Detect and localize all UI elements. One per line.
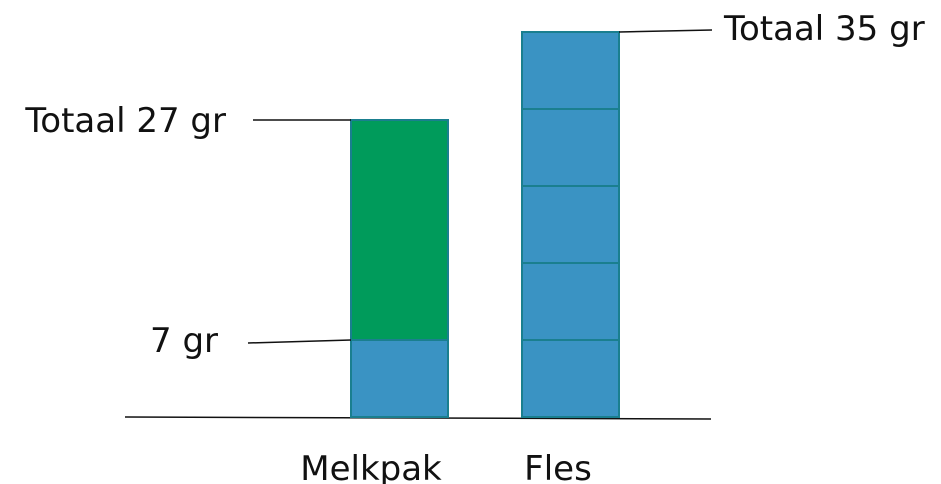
annotations-group: Totaal 27 gr 7 gr Totaal 35 gr — [24, 9, 924, 361]
bar-segment-fles-3 — [521, 185, 620, 264]
annotation-line-2 — [247, 339, 352, 344]
annotation-label-3: Totaal 35 gr — [723, 9, 925, 49]
bars-group — [350, 31, 620, 418]
annotation-line-3 — [618, 29, 713, 33]
bar-segment-melkpak-2 — [350, 119, 449, 341]
bar-segment-fles-1 — [521, 339, 620, 418]
category-label-melkpak: Melkpak — [300, 449, 442, 484]
bar-segment-fles-5 — [521, 31, 620, 110]
category-label-fles: Fles — [524, 449, 592, 484]
bar-segment-fles-4 — [521, 108, 620, 187]
category-labels-group: Melkpak Fles — [300, 449, 592, 484]
bar-segment-fles-2 — [521, 262, 620, 341]
annotation-label-2: 7 gr — [150, 321, 218, 361]
bar-segment-melkpak-1 — [350, 339, 449, 418]
annotation-label-1: Totaal 27 gr — [24, 101, 226, 141]
